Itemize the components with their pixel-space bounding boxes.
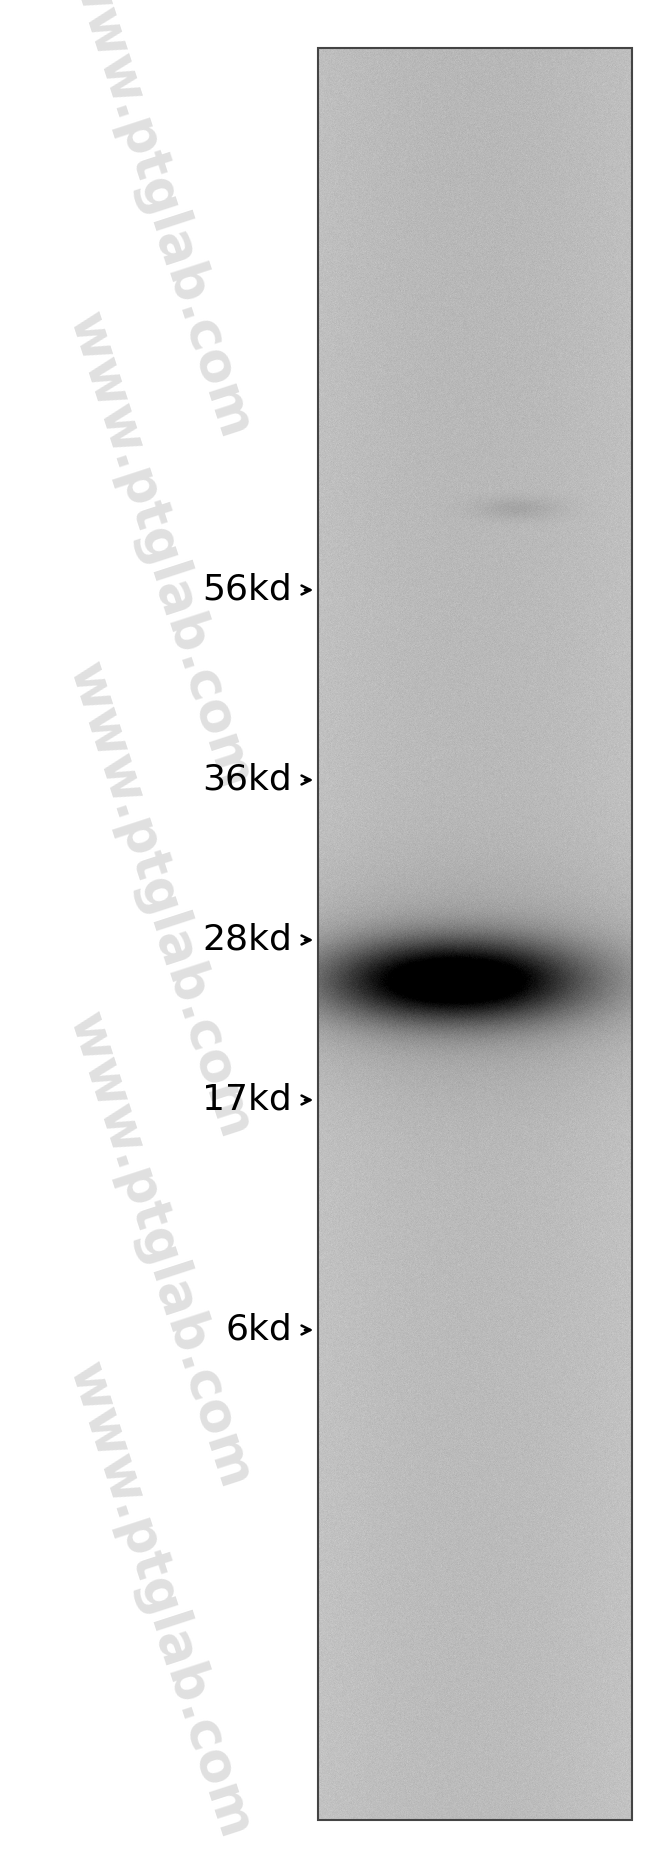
Text: www.ptglab.com: www.ptglab.com: [58, 1005, 261, 1495]
Text: www.ptglab.com: www.ptglab.com: [58, 306, 261, 794]
Text: 36kd: 36kd: [202, 762, 292, 798]
Text: 28kd: 28kd: [202, 924, 292, 957]
Text: www.ptglab.com: www.ptglab.com: [58, 1356, 261, 1844]
Text: 56kd: 56kd: [202, 573, 292, 607]
Text: 6kd: 6kd: [226, 1313, 292, 1347]
Text: 17kd: 17kd: [202, 1083, 292, 1117]
Text: www.ptglab.com: www.ptglab.com: [58, 655, 261, 1145]
Text: www.ptglab.com: www.ptglab.com: [58, 0, 261, 445]
Bar: [318, 48, 632, 1820]
